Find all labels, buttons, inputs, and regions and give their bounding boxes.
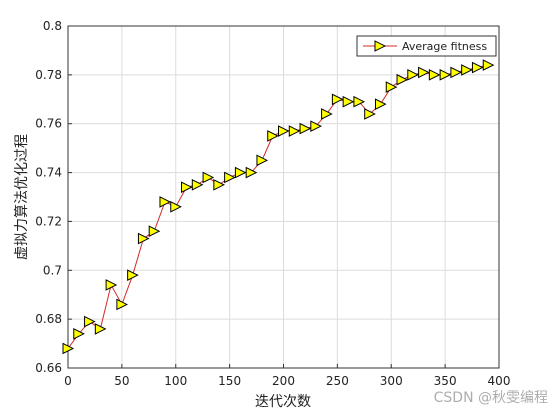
legend-box xyxy=(356,35,497,57)
x-tick-label: 300 xyxy=(380,374,403,388)
y-tick-label: 0.74 xyxy=(35,166,62,180)
legend-label: Average fitness xyxy=(402,40,487,53)
marker xyxy=(321,108,333,120)
marker xyxy=(73,327,85,340)
x-tick-label: 400 xyxy=(488,374,511,388)
y-tick-label: 0.78 xyxy=(35,68,62,82)
marker xyxy=(374,98,387,110)
marker xyxy=(256,154,269,167)
marker xyxy=(310,120,322,132)
marker xyxy=(224,171,236,184)
marker xyxy=(439,69,452,81)
marker xyxy=(353,95,366,108)
y-tick-label: 0.7 xyxy=(43,263,62,277)
marker xyxy=(482,59,495,71)
marker xyxy=(116,298,128,311)
marker xyxy=(278,125,290,137)
marker xyxy=(364,108,376,120)
marker xyxy=(245,166,258,179)
y-axis-label: 虚拟力算法优化过程 xyxy=(14,134,30,260)
marker xyxy=(461,64,473,76)
plot-frame xyxy=(67,25,500,369)
marker xyxy=(428,69,441,81)
y-tick-label: 0.76 xyxy=(35,117,62,131)
y-tick-label: 0.68 xyxy=(35,312,62,326)
x-tick-label: 350 xyxy=(434,374,457,388)
marker xyxy=(213,178,225,191)
y-tick-label: 0.72 xyxy=(35,214,62,228)
x-tick-label: 0 xyxy=(64,374,72,388)
marker xyxy=(396,73,409,86)
marker xyxy=(234,166,247,179)
marker xyxy=(191,178,204,191)
marker xyxy=(181,181,193,194)
marker xyxy=(288,125,301,137)
marker xyxy=(418,66,430,79)
y-tick-label: 0.66 xyxy=(35,361,62,375)
marker xyxy=(170,200,182,213)
x-tick-label: 150 xyxy=(218,374,241,388)
x-tick-label: 250 xyxy=(326,374,349,388)
marker xyxy=(299,122,312,135)
marker xyxy=(137,232,150,245)
marker xyxy=(267,130,279,142)
marker xyxy=(385,81,398,93)
marker xyxy=(127,269,139,281)
marker xyxy=(62,342,75,355)
x-tick-label: 50 xyxy=(114,374,129,388)
x-tick-label: 100 xyxy=(164,374,187,388)
marker xyxy=(342,95,355,108)
marker xyxy=(407,69,419,81)
x-tick-label: 200 xyxy=(272,374,295,388)
x-axis-label: 迭代次数 xyxy=(255,394,311,410)
legend-marker xyxy=(374,40,387,52)
y-tick-label: 0.8 xyxy=(43,19,62,33)
marker xyxy=(105,279,118,291)
marker xyxy=(94,323,107,335)
marker xyxy=(202,171,215,184)
marker xyxy=(159,196,172,208)
marker xyxy=(331,93,344,106)
marker xyxy=(148,225,161,238)
watermark: CSDN @秋雯编程 xyxy=(434,390,548,406)
marker xyxy=(471,61,484,74)
marker xyxy=(450,66,463,79)
marker xyxy=(84,315,96,328)
